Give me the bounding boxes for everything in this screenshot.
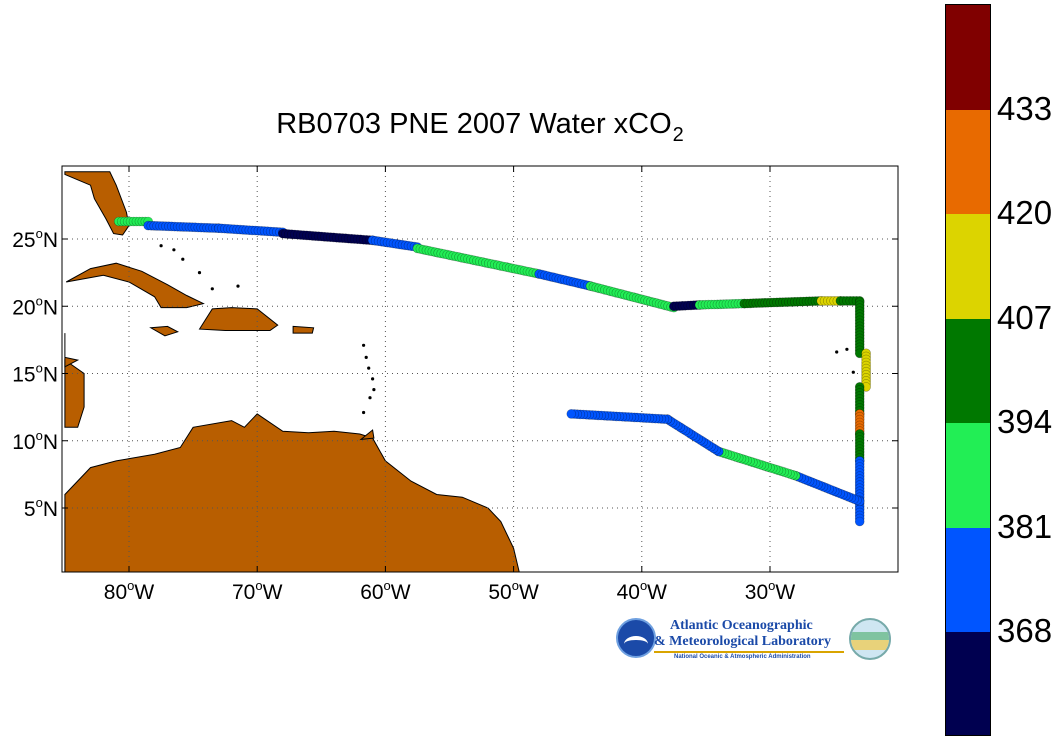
y-tick-label: 15oN: [12, 361, 58, 387]
island-speck: [372, 388, 376, 392]
land-hispaniola: [198, 307, 279, 331]
y-tick-label: 10oN: [12, 428, 58, 454]
island-speck: [845, 347, 849, 351]
colorbar-segment: [946, 632, 990, 735]
map-frame: [61, 165, 899, 573]
island-speck: [368, 396, 372, 400]
colorbar-segment: [946, 527, 990, 633]
land-layer: [0, 0, 898, 610]
chart-title: RB0703 PNE 2007 Water xCO2: [0, 108, 960, 146]
colorbar-tick-label: 381: [997, 507, 1053, 545]
land-jamaica: [149, 325, 179, 337]
logo-rule: [654, 651, 844, 653]
colorbar-segment: [946, 214, 990, 319]
track-point: [854, 516, 865, 527]
colorbar-tick-label: 433: [997, 89, 1053, 127]
track-point: [566, 409, 577, 419]
land-trinidad: [359, 429, 375, 441]
aoml-logo: Atlantic Oceanographic & Meteorological …: [612, 614, 892, 668]
island-speck: [172, 248, 176, 252]
land-florida: [64, 171, 130, 236]
colorbar: [945, 4, 991, 736]
y-axis-ticks: 25oN 20oN 15oN 10oN 5oN: [12, 226, 898, 521]
land-cuba: [65, 262, 205, 309]
logo-line1: Atlantic Oceanographic: [670, 618, 813, 633]
y-tick-label: 25oN: [12, 226, 58, 252]
island-speck: [159, 244, 163, 248]
x-tick-label: 50oW: [488, 578, 539, 604]
island-speck: [210, 287, 214, 291]
plot-margin-mask: [0, 0, 62, 610]
noaa-emblem-icon: [616, 618, 656, 658]
colorbar-tick-label: 420: [997, 194, 1053, 232]
colorbar-segment: [946, 109, 990, 215]
chart-title-main: RB0703 PNE 2007 Water xCO: [276, 108, 672, 140]
aoml-seal-icon: [849, 618, 891, 660]
chart-title-subscript: 2: [672, 124, 684, 146]
x-tick-label: 80oW: [104, 578, 155, 604]
colorbar-tick-label: 394: [997, 403, 1053, 441]
y-tick-label: 5oN: [24, 495, 58, 521]
x-axis-ticks: 80oW 70oW 60oW 50oW 40oW 30oW: [104, 166, 796, 604]
island-speck: [367, 366, 371, 370]
land-central-america: [64, 359, 85, 428]
land-south-america: [64, 413, 521, 576]
x-tick-label: 40oW: [617, 578, 668, 604]
x-tick-label: 70oW: [232, 578, 283, 604]
island-speck: [362, 410, 366, 415]
logo-line3: National Oceanic & Atmospheric Administr…: [674, 654, 811, 660]
map-plot: 80oW 70oW 60oW 50oW 40oW 30oW 25oN20oN15oN10o…: [0, 0, 899, 610]
logo-line2: & Meteorological Laboratory: [654, 634, 832, 649]
island-speck: [371, 377, 375, 381]
colorbar-tick-label: 407: [997, 298, 1053, 336]
island-speck: [197, 271, 202, 275]
plot-margin-mask: [62, 572, 898, 610]
island-speck: [362, 343, 366, 347]
island-speck: [236, 284, 240, 288]
land-puerto-rico: [292, 325, 315, 334]
island-speck: [364, 355, 368, 359]
island-speck: [835, 350, 839, 354]
x-tick-label: 30oW: [745, 578, 796, 604]
colorbar-segment: [946, 5, 990, 110]
ship-track: [113, 216, 871, 527]
colorbar-segment: [946, 318, 990, 424]
colorbar-segment: [946, 423, 990, 528]
land-central-america-north: [64, 333, 80, 368]
island-speck: [181, 257, 185, 261]
x-tick-label: 60oW: [360, 578, 411, 604]
colorbar-tick-label: 368: [997, 612, 1053, 650]
y-tick-label: 20oN: [12, 293, 58, 319]
